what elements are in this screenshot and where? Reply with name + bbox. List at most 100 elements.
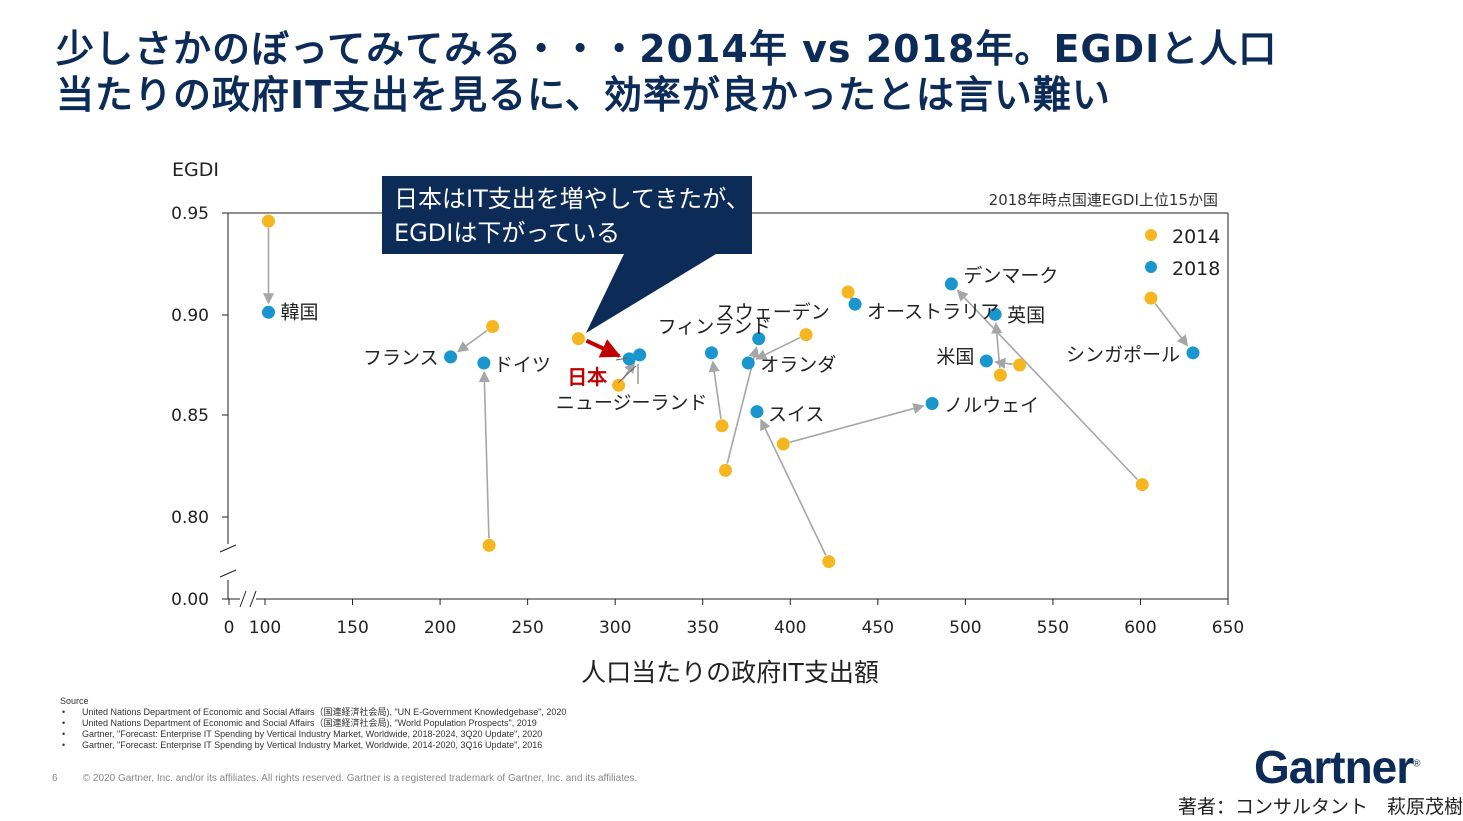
x-tick-label: 450 (862, 618, 894, 638)
change-arrow (456, 329, 488, 353)
y-tick-label: 0.90 (171, 306, 209, 326)
y-tick-label: 0.95 (171, 204, 209, 224)
change-arrow (789, 403, 925, 443)
y-axis-break-mark (219, 569, 237, 578)
point-2014 (993, 368, 1007, 382)
change-arrow (956, 289, 1138, 481)
change-arrow (760, 418, 827, 556)
country-label: 英国 (1007, 304, 1045, 326)
chart-axes: 0.00 0.80 0.85 0.90 0.95 0 100 150 200 250 300 350 4… (171, 159, 1244, 687)
x-tick-label: 600 (1124, 618, 1156, 638)
registered-mark: ® (1413, 758, 1420, 770)
change-arrow (478, 370, 491, 539)
slide-title: 少しさかのぼってみてみる・・・2014年 vs 2018年。EGDIと人口 当た… (56, 26, 1436, 118)
country-label: スウェーデン (716, 302, 830, 324)
x-tick-label: 650 (1212, 618, 1244, 638)
callout-text: 日本はIT支出を増やしてきたが、 EGDIは下がっている (382, 178, 776, 254)
callout-line-2: EGDIは下がっている (394, 219, 621, 247)
page-number: 6 (52, 773, 58, 784)
point-2014 (1144, 291, 1158, 305)
logo-text: Gartner (1254, 741, 1414, 793)
point-2018 (1186, 346, 1200, 360)
point-2018 (444, 350, 458, 364)
point-2018 (925, 397, 939, 411)
japan-leader-line (615, 357, 629, 361)
point-2018 (633, 348, 647, 362)
point-2018 (750, 405, 764, 419)
country-label: シンガポール (1066, 344, 1180, 366)
point-2018 (752, 332, 766, 346)
sources-heading: Source (60, 696, 89, 706)
source-item: United Nations Department of Economic an… (60, 707, 960, 718)
nz-leader-line-2 (617, 365, 637, 384)
point-2014 (571, 332, 585, 346)
country-label: スイス (768, 404, 824, 426)
x-axis-label: 人口当たりの政府IT支出額 (581, 658, 879, 687)
point-2018 (477, 356, 491, 370)
point-2014 (715, 419, 729, 433)
point-2014 (1135, 478, 1149, 492)
point-2018 (944, 277, 958, 291)
callout-line-1: 日本はIT支出を増やしてきたが、 (394, 185, 750, 213)
x-tick-label: 250 (511, 618, 543, 638)
point-2018 (704, 346, 718, 360)
change-arrow (994, 357, 1013, 369)
point-2014 (776, 437, 790, 451)
country-label: 韓国 (281, 301, 319, 323)
x-tick-label: 100 (249, 618, 281, 638)
x-axis-break-mark (239, 590, 247, 608)
change-arrows (262, 228, 1189, 556)
country-label: フランス (363, 347, 439, 369)
point-2014 (822, 555, 836, 569)
footer: 6 © 2020 Gartner, Inc. and/or its affili… (52, 773, 637, 784)
point-2018 (979, 354, 993, 368)
country-label: 米国 (936, 346, 974, 368)
country-label: ドイツ (494, 354, 551, 376)
source-item: Gartner, "Forecast: Enterprise IT Spendi… (60, 729, 960, 740)
country-label: ニュージーランド (556, 392, 708, 414)
callout-bubble (382, 176, 752, 333)
author-credit: 著者：コンサルタント 萩原茂樹 (1178, 796, 1463, 818)
gartner-logo: Gartner® (1254, 740, 1421, 794)
japan-change-arrow (585, 338, 622, 358)
point-2014 (799, 328, 813, 342)
title-line-2: 当たりの政府IT支出を見るに、効率が良かったとは言い難い (56, 73, 1111, 117)
country-label: オランダ (760, 354, 836, 376)
legend-marker-2014 (1145, 229, 1157, 241)
point-2018 (848, 297, 862, 311)
x-tick-label: 300 (599, 618, 631, 638)
x-tick-label: 400 (774, 618, 806, 638)
country-label: ノルウェイ (944, 395, 1039, 417)
point-2014 (482, 538, 496, 552)
y-tick-label: 0.85 (171, 406, 209, 426)
callout-shape (382, 176, 752, 333)
sources: Source United Nations Department of Econ… (60, 696, 960, 751)
x-tick-label: 500 (949, 618, 981, 638)
x-tick-label: 0 (224, 618, 235, 638)
y-tick-label: 0.00 (171, 590, 209, 610)
source-item: Gartner, "Forecast: Enterprise IT Spendi… (60, 740, 960, 751)
copyright: © 2020 Gartner, Inc. and/or its affiliat… (82, 773, 638, 784)
change-arrow (1154, 303, 1189, 347)
data-points (262, 214, 1200, 569)
change-arrow (708, 360, 722, 419)
legend-label-2018: 2018 (1172, 258, 1220, 280)
point-2014 (841, 285, 855, 299)
legend-marker-2018 (1145, 261, 1157, 273)
x-tick-label: 350 (687, 618, 719, 638)
y-axis-label: EGDI (172, 159, 219, 181)
source-item: United Nations Department of Economic an… (60, 718, 960, 729)
point-2014 (1013, 358, 1027, 372)
country-label: オーストラリア (867, 301, 999, 323)
point-2018 (622, 352, 636, 366)
title-line-1: 少しさかのぼってみてみる・・・2014年 vs 2018年。EGDIと人口 (56, 27, 1278, 71)
country-label: デンマーク (963, 265, 1058, 287)
country-label: フィンランド (658, 316, 772, 338)
y-tick-label: 0.80 (171, 508, 209, 528)
legend-label-2014: 2014 (1172, 226, 1220, 248)
point-2018 (741, 356, 755, 370)
country-label: 日本 (567, 365, 607, 389)
change-arrow (755, 336, 801, 360)
